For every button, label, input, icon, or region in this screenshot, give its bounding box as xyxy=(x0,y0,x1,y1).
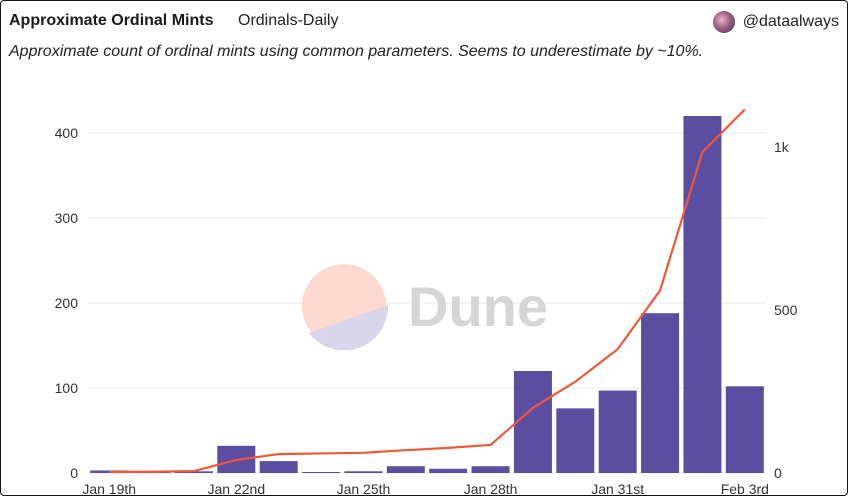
left-tick-label: 100 xyxy=(55,380,79,396)
bar xyxy=(641,313,680,473)
author-link[interactable]: @dataalways xyxy=(712,10,839,34)
query-source[interactable]: Ordinals-Daily xyxy=(238,12,339,29)
left-tick-label: 300 xyxy=(55,210,79,226)
left-tick-label: 400 xyxy=(55,125,79,141)
bar xyxy=(556,408,595,473)
bar xyxy=(471,466,510,473)
x-tick-label: Feb 3rd xyxy=(721,481,769,496)
watermark-text: Dune xyxy=(408,275,548,338)
bar xyxy=(386,466,425,473)
right-tick-label: 1k xyxy=(774,139,790,155)
bar xyxy=(174,471,213,473)
right-axis: 0 500 1k xyxy=(774,139,798,481)
chart-subtitle: Approximate count of ordinal mints using… xyxy=(9,43,704,60)
bar xyxy=(683,116,722,473)
x-tick-label: Jan 19th xyxy=(82,481,136,496)
dune-watermark: Dune xyxy=(302,264,548,351)
bar xyxy=(302,472,341,473)
chart-title: Approximate Ordinal Mints xyxy=(9,12,214,29)
bar xyxy=(513,371,552,473)
bar-series xyxy=(90,116,764,473)
x-tick-label: Jan 28th xyxy=(464,481,518,496)
line-path xyxy=(109,108,746,474)
x-tick-label: Jan 22nd xyxy=(208,481,266,496)
right-tick-label: 0 xyxy=(774,465,782,481)
left-tick-label: 200 xyxy=(55,295,79,311)
x-tick-label: Jan 31st xyxy=(591,481,644,496)
bar xyxy=(259,461,298,473)
bar xyxy=(344,471,383,473)
dune-logo-lower-half-icon xyxy=(309,304,389,351)
bar xyxy=(725,386,764,473)
author-name: @dataalways xyxy=(742,13,839,30)
line-series xyxy=(109,108,746,474)
left-tick-label: 0 xyxy=(70,465,78,481)
x-axis: Jan 19th Jan 22nd Jan 25th Jan 28th Jan 31st… xyxy=(82,481,769,496)
avatar xyxy=(712,11,735,33)
bar xyxy=(598,390,637,473)
right-tick-label: 500 xyxy=(774,302,798,318)
left-axis: 0 100 200 300 400 xyxy=(55,125,79,481)
chart-header: Approximate Ordinal Mints Ordinals-Daily… xyxy=(9,10,839,36)
bar xyxy=(429,468,468,473)
x-tick-label: Jan 25th xyxy=(337,481,391,496)
